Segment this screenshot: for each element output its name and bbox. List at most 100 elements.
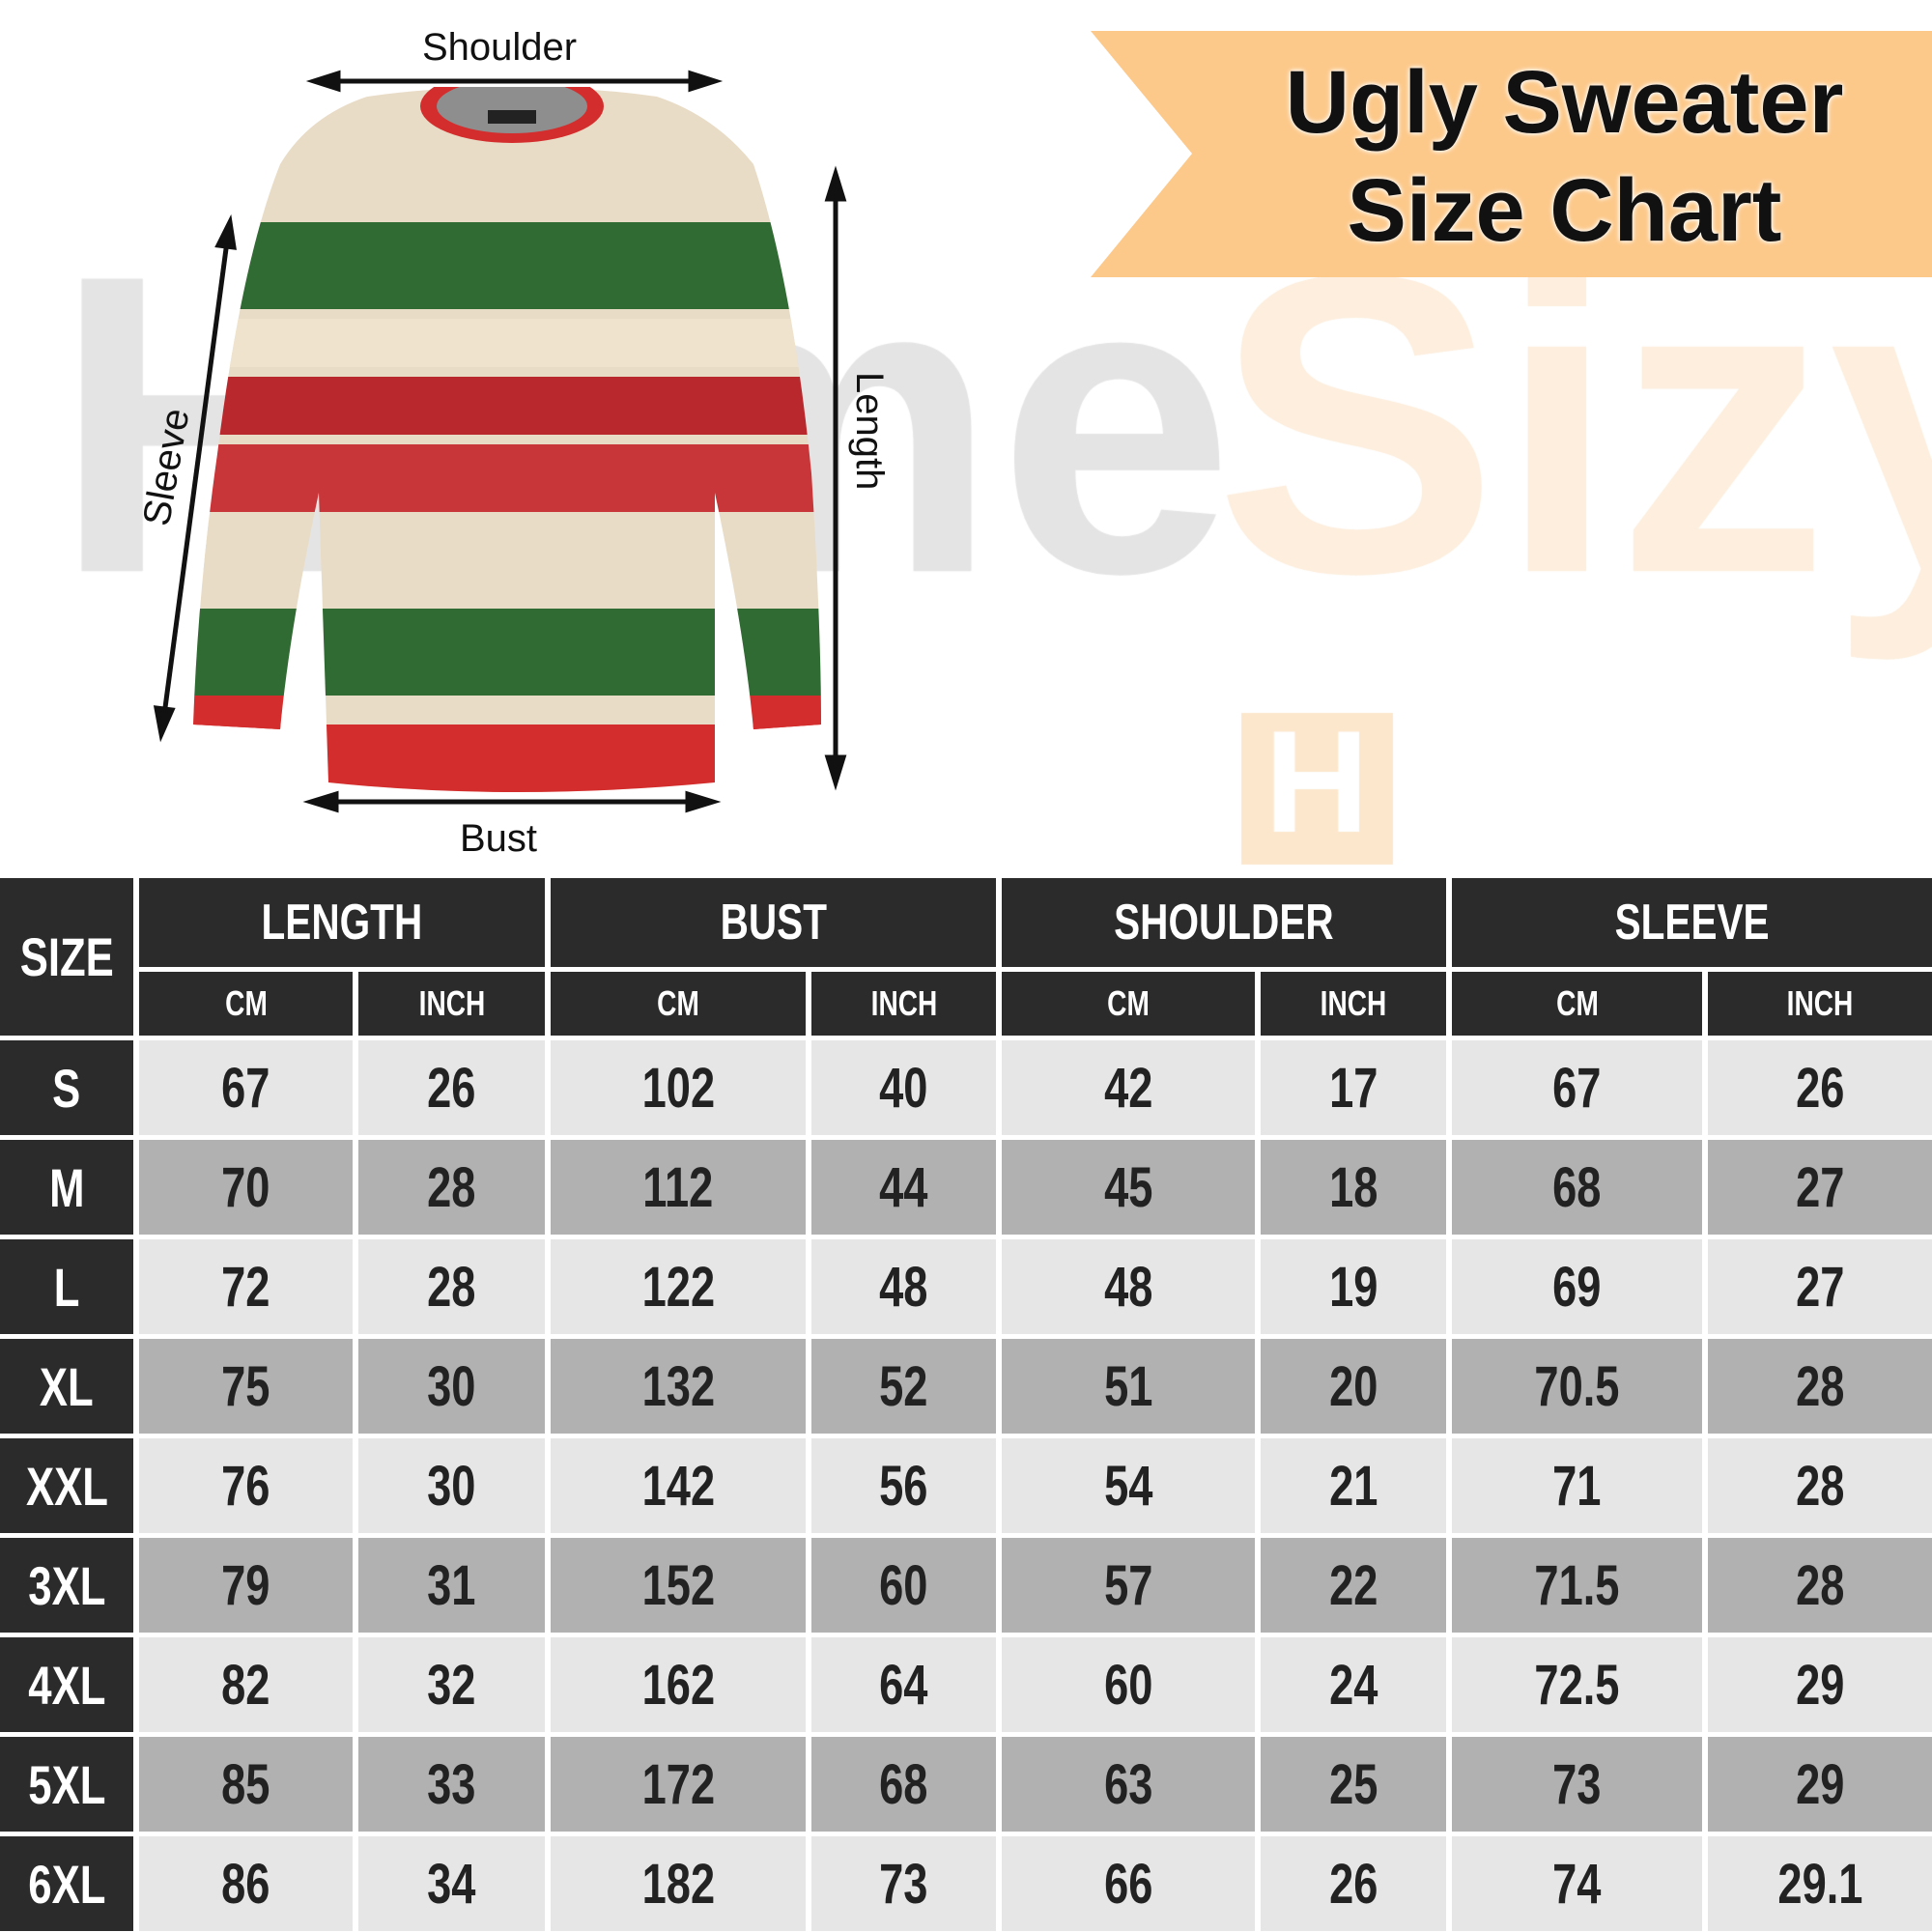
value-cell: 29 [1708, 1737, 1932, 1832]
value-cell: 52 [811, 1339, 996, 1434]
value-cell: 182 [551, 1836, 806, 1931]
value-cell: 66 [1002, 1836, 1255, 1931]
group-header-bust: BUST [551, 878, 996, 967]
value-cell: 17 [1261, 1040, 1446, 1135]
sweater-illustration [193, 87, 821, 792]
value-cell: 28 [1708, 1538, 1932, 1633]
bust-label: Bust [460, 817, 538, 860]
unit-header: CM [139, 972, 353, 1036]
size-header: SIZE [0, 878, 133, 1036]
size-cell: 3XL [0, 1538, 133, 1633]
page-title: Ugly Sweater Size Chart [1285, 53, 1844, 260]
size-cell: L [0, 1239, 133, 1334]
group-header-sleeve: SLEEVE [1452, 878, 1932, 967]
value-cell: 33 [358, 1737, 545, 1832]
value-cell: 152 [551, 1538, 806, 1633]
value-cell: 27 [1708, 1140, 1932, 1235]
value-cell: 28 [1708, 1339, 1932, 1434]
value-cell: 74 [1452, 1836, 1702, 1931]
value-cell: 20 [1261, 1339, 1446, 1434]
value-cell: 21 [1261, 1438, 1446, 1533]
value-cell: 48 [1002, 1239, 1255, 1334]
value-cell: 122 [551, 1239, 806, 1334]
value-cell: 70.5 [1452, 1339, 1702, 1434]
value-cell: 70 [139, 1140, 353, 1235]
value-cell: 26 [358, 1040, 545, 1135]
value-cell: 67 [139, 1040, 353, 1135]
value-cell: 54 [1002, 1438, 1255, 1533]
value-cell: 75 [139, 1339, 353, 1434]
value-cell: 29 [1708, 1637, 1932, 1732]
value-cell: 45 [1002, 1140, 1255, 1235]
value-cell: 60 [811, 1538, 996, 1633]
garment-tag [488, 110, 536, 124]
value-cell: 42 [1002, 1040, 1255, 1135]
value-cell: 63 [1002, 1737, 1255, 1832]
value-cell: 69 [1452, 1239, 1702, 1334]
value-cell: 28 [358, 1140, 545, 1235]
value-cell: 24 [1261, 1637, 1446, 1732]
size-cell: 5XL [0, 1737, 133, 1832]
size-cell: M [0, 1140, 133, 1235]
value-cell: 18 [1261, 1140, 1446, 1235]
value-cell: 27 [1708, 1239, 1932, 1334]
size-cell: 4XL [0, 1637, 133, 1732]
value-cell: 26 [1708, 1040, 1932, 1135]
value-cell: 28 [1708, 1438, 1932, 1533]
length-label: Length [848, 372, 891, 491]
value-cell: 56 [811, 1438, 996, 1533]
value-cell: 30 [358, 1438, 545, 1533]
shoulder-label: Shoulder [422, 26, 578, 69]
value-cell: 40 [811, 1040, 996, 1135]
title-banner: Ugly Sweater Size Chart [1091, 31, 1932, 277]
value-cell: 44 [811, 1140, 996, 1235]
value-cell: 102 [551, 1040, 806, 1135]
value-cell: 26 [1261, 1836, 1446, 1931]
size-cell: 6XL [0, 1836, 133, 1931]
value-cell: 31 [358, 1538, 545, 1633]
value-cell: 60 [1002, 1637, 1255, 1732]
value-cell: 71 [1452, 1438, 1702, 1533]
unit-header: CM [1452, 972, 1702, 1036]
measurement-arrows [153, 70, 847, 813]
unit-header: INCH [1708, 972, 1932, 1036]
value-cell: 162 [551, 1637, 806, 1732]
value-cell: 57 [1002, 1538, 1255, 1633]
value-cell: 112 [551, 1140, 806, 1235]
unit-header: CM [551, 972, 806, 1036]
value-cell: 132 [551, 1339, 806, 1434]
value-cell: 172 [551, 1737, 806, 1832]
value-cell: 29.1 [1708, 1836, 1932, 1931]
value-cell: 72.5 [1452, 1637, 1702, 1732]
value-cell: 79 [139, 1538, 353, 1633]
value-cell: 51 [1002, 1339, 1255, 1434]
value-cell: 22 [1261, 1538, 1446, 1633]
value-cell: 34 [358, 1836, 545, 1931]
value-cell: 85 [139, 1737, 353, 1832]
value-cell: 142 [551, 1438, 806, 1533]
unit-header: INCH [358, 972, 545, 1036]
value-cell: 19 [1261, 1239, 1446, 1334]
value-cell: 73 [811, 1836, 996, 1931]
size-cell: XL [0, 1339, 133, 1434]
value-cell: 67 [1452, 1040, 1702, 1135]
size-cell: S [0, 1040, 133, 1135]
value-cell: 73 [1452, 1737, 1702, 1832]
unit-header: CM [1002, 972, 1255, 1036]
value-cell: 28 [358, 1239, 545, 1334]
banner-shape [1091, 31, 1932, 277]
value-cell: 76 [139, 1438, 353, 1533]
size-table: SIZE LENGTH BUST SHOULDER SLEEVE CM INCH C… [0, 878, 1932, 1931]
value-cell: 68 [811, 1737, 996, 1832]
value-cell: 64 [811, 1637, 996, 1732]
value-cell: 82 [139, 1637, 353, 1732]
size-cell: XXL [0, 1438, 133, 1533]
value-cell: 48 [811, 1239, 996, 1334]
value-cell: 72 [139, 1239, 353, 1334]
unit-header: INCH [1261, 972, 1446, 1036]
value-cell: 32 [358, 1637, 545, 1732]
value-cell: 30 [358, 1339, 545, 1434]
value-cell: 25 [1261, 1737, 1446, 1832]
group-header-length: LENGTH [139, 878, 545, 967]
value-cell: 86 [139, 1836, 353, 1931]
